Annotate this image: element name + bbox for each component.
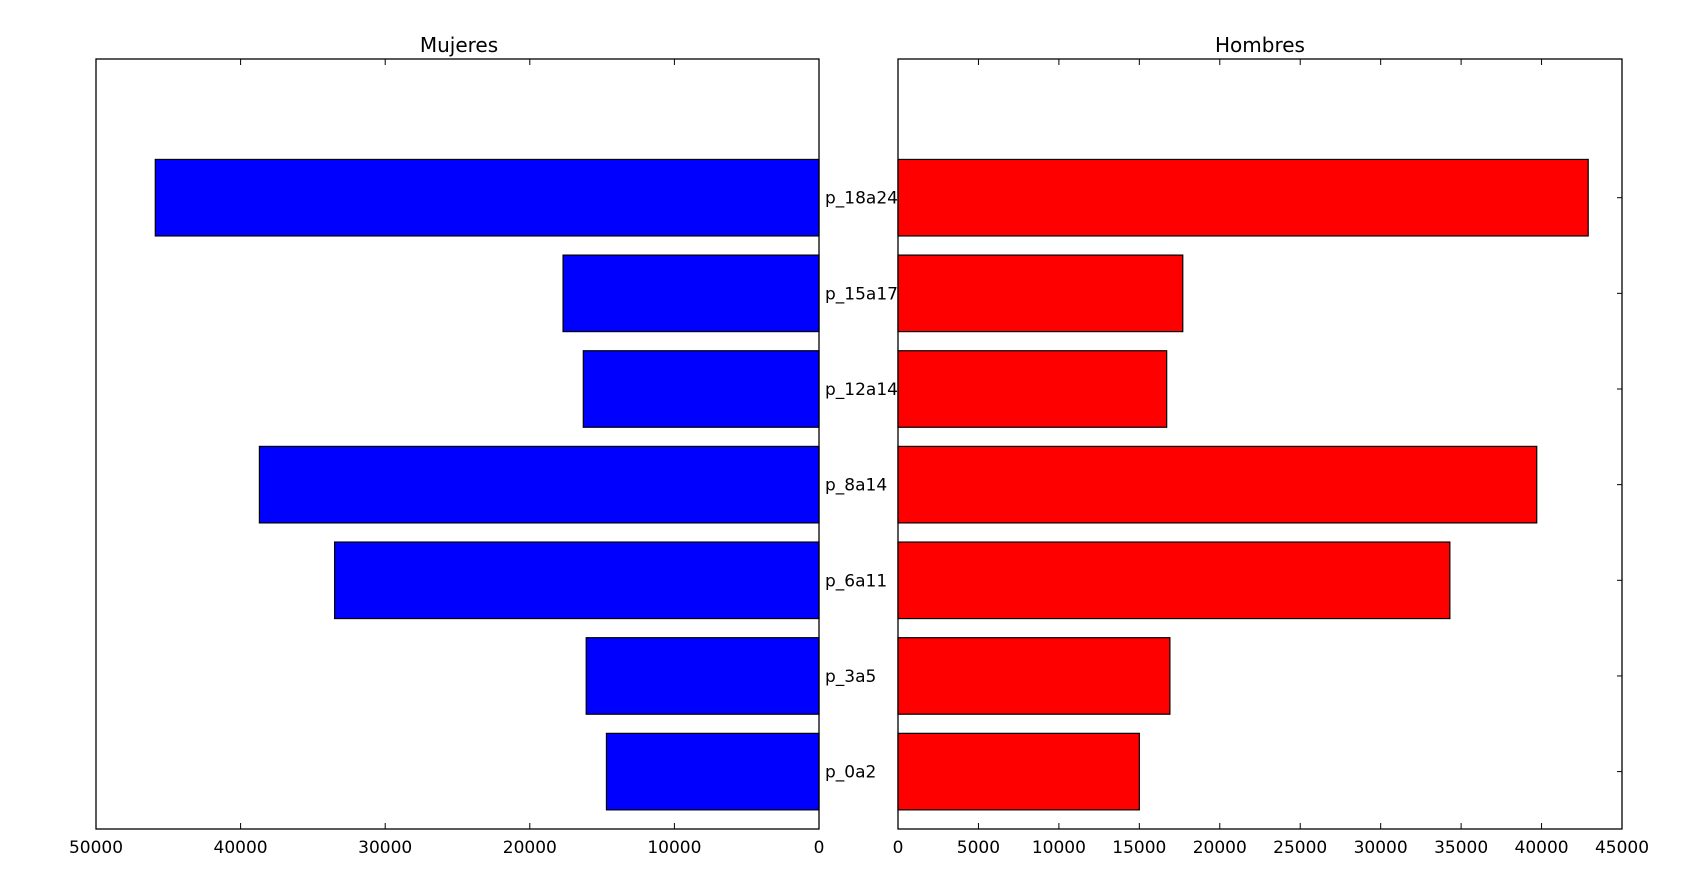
category-label-p_0a2: p_0a2 <box>825 763 876 783</box>
bar-mujeres-p_12a14 <box>582 350 820 428</box>
panel-hombres: Hombres 0 5000 10000 15000 20000 25000 30000 35… <box>893 33 1649 858</box>
x-hombres-tick-label-2: 10000 <box>1032 838 1086 858</box>
x-hombres-tick-label-4: 20000 <box>1193 838 1247 858</box>
category-label-p_18a24: p_18a24 <box>825 189 898 209</box>
bar-mujeres-p_3a5 <box>585 637 820 715</box>
bar-mujeres-p_18a24 <box>154 158 820 237</box>
bars-hombres <box>897 158 1589 811</box>
x-hombres-tick-label-1: 5000 <box>957 838 1000 858</box>
bar-hombres-p_18a24 <box>897 158 1589 237</box>
category-label-p_3a5: p_3a5 <box>825 667 876 687</box>
x-mujeres-tick-label-0: 50000 <box>69 838 123 858</box>
bar-hombres-p_0a2 <box>897 732 1140 811</box>
bar-hombres-p_15a17 <box>897 254 1184 333</box>
panel-title-hombres: Hombres <box>1215 33 1305 57</box>
bar-mujeres-p_8a14 <box>258 445 820 524</box>
x-axis-hombres: 0 5000 10000 15000 20000 25000 30000 35000 40000… <box>893 59 1649 858</box>
panel-title-mujeres: Mujeres <box>420 33 498 57</box>
bar-hombres-p_12a14 <box>897 350 1168 428</box>
x-axis-mujeres: 50000 40000 30000 20000 10000 0 <box>69 59 824 858</box>
plot-frame-mujeres <box>95 58 820 830</box>
bar-hombres-p_8a14 <box>897 445 1538 524</box>
x-mujeres-tick-label-4: 10000 <box>647 838 701 858</box>
category-label-p_12a14: p_12a14 <box>825 380 898 400</box>
bar-hombres-p_6a11 <box>897 541 1451 620</box>
category-label-p_6a11: p_6a11 <box>825 571 887 591</box>
bars-mujeres <box>154 158 820 811</box>
x-mujeres-tick-label-3: 20000 <box>503 838 557 858</box>
x-hombres-tick-label-8: 40000 <box>1515 838 1569 858</box>
bar-hombres-p_3a5 <box>897 637 1171 715</box>
x-hombres-tick-label-0: 0 <box>893 838 904 858</box>
plot-frame-hombres <box>897 58 1623 830</box>
panel-mujeres: Mujeres 50000 40000 30000 20000 10000 0 <box>69 33 824 858</box>
x-mujeres-tick-label-1: 40000 <box>214 838 268 858</box>
x-mujeres-tick-label-2: 30000 <box>358 838 412 858</box>
x-hombres-tick-label-7: 35000 <box>1434 838 1488 858</box>
x-hombres-tick-label-3: 15000 <box>1112 838 1166 858</box>
x-hombres-tick-label-9: 45000 <box>1595 838 1649 858</box>
bar-mujeres-p_15a17 <box>562 254 820 333</box>
bar-mujeres-p_6a11 <box>333 541 820 620</box>
category-label-p_15a17: p_15a17 <box>825 284 898 304</box>
x-mujeres-tick-label-5: 0 <box>814 838 825 858</box>
category-labels: p_0a2 p_3a5 p_6a11 p_8a14 p_12a14 p_15a17 p_18… <box>825 189 898 783</box>
x-hombres-tick-label-6: 30000 <box>1354 838 1408 858</box>
bar-mujeres-p_0a2 <box>605 732 820 811</box>
y-axis-ticks-hombres <box>1617 197 1622 773</box>
category-label-p_8a14: p_8a14 <box>825 476 887 496</box>
x-hombres-tick-label-5: 25000 <box>1273 838 1327 858</box>
